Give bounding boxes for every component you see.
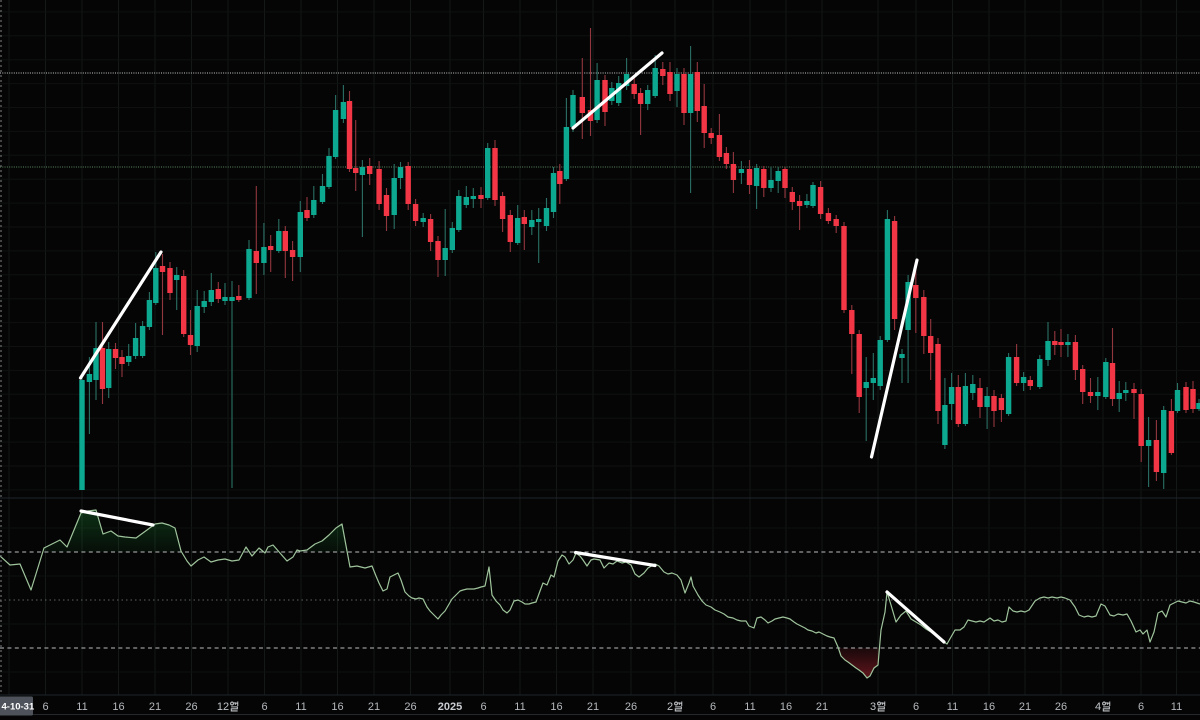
svg-text:26: 26	[185, 701, 197, 713]
svg-text:16: 16	[983, 701, 995, 713]
svg-text:21: 21	[816, 701, 828, 713]
svg-text:6: 6	[710, 701, 716, 713]
svg-text:21: 21	[149, 701, 161, 713]
svg-text:6: 6	[1138, 701, 1144, 713]
svg-text:6: 6	[480, 701, 486, 713]
svg-text:21: 21	[1019, 701, 1031, 713]
svg-text:4-10-31: 4-10-31	[2, 702, 35, 713]
svg-text:11: 11	[76, 701, 87, 713]
svg-text:2025: 2025	[438, 701, 462, 713]
svg-text:21: 21	[587, 701, 599, 713]
svg-text:11: 11	[744, 701, 755, 713]
svg-text:26: 26	[1055, 701, 1067, 713]
svg-text:26: 26	[404, 701, 416, 713]
svg-text:26: 26	[625, 701, 637, 713]
svg-text:6: 6	[913, 701, 919, 713]
svg-text:3: 3	[870, 701, 876, 713]
svg-text:16: 16	[112, 701, 124, 713]
svg-text:6: 6	[261, 701, 267, 713]
svg-text:2: 2	[667, 701, 673, 713]
svg-text:4: 4	[1095, 701, 1101, 713]
svg-text:11: 11	[947, 701, 958, 713]
svg-text:11: 11	[514, 701, 525, 713]
svg-text:11: 11	[295, 701, 306, 713]
svg-text:11: 11	[1171, 701, 1182, 713]
svg-text:12: 12	[217, 701, 229, 713]
svg-text:16: 16	[331, 701, 343, 713]
svg-text:16: 16	[550, 701, 562, 713]
svg-text:16: 16	[780, 701, 792, 713]
svg-text:21: 21	[368, 701, 380, 713]
svg-text:6: 6	[42, 701, 48, 713]
